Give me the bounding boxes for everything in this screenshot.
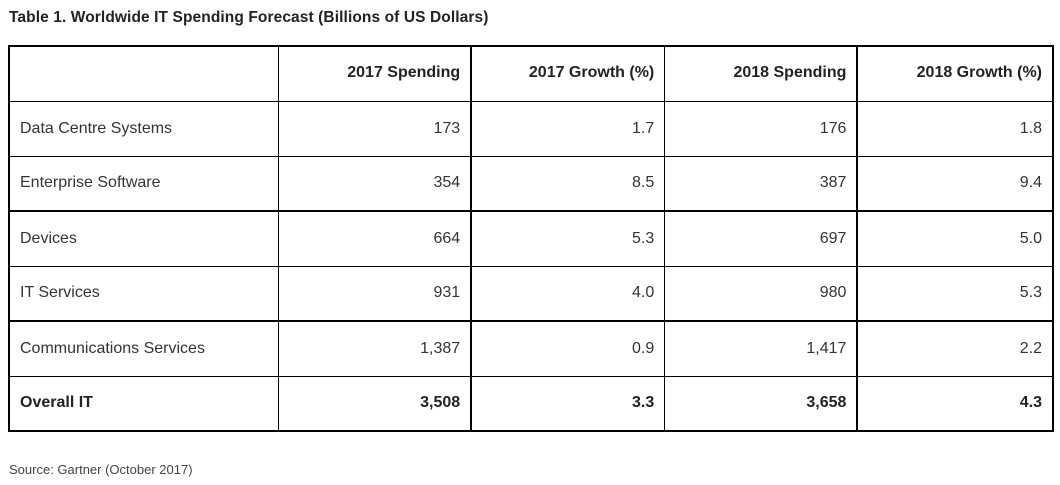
table-row: Devices 664 5.3 697 5.0 (8, 210, 1054, 267)
table-row: Communications Services 1,387 0.9 1,417 … (8, 320, 1054, 377)
cell-2017-growth: 1.7 (470, 100, 666, 157)
row-label: Enterprise Software (8, 155, 280, 212)
table-row: Enterprise Software 354 8.5 387 9.4 (8, 155, 1054, 212)
row-label: IT Services (8, 265, 280, 322)
cell-2018-growth: 5.0 (856, 210, 1054, 267)
table-row: Data Centre Systems 173 1.7 176 1.8 (8, 100, 1054, 157)
header-cell-2018-spending: 2018 Spending (664, 45, 858, 102)
cell-2017-spending: 664 (278, 210, 472, 267)
cell-2017-growth: 4.0 (470, 265, 666, 322)
header-cell-category (8, 45, 280, 102)
cell-2017-growth: 8.5 (470, 155, 666, 212)
cell-2017-spending: 173 (278, 100, 472, 157)
cell-2018-growth: 4.3 (856, 375, 1054, 432)
header-cell-2017-growth: 2017 Growth (%) (470, 45, 666, 102)
cell-2018-growth: 5.3 (856, 265, 1054, 322)
row-label: Overall IT (8, 375, 280, 432)
cell-2018-growth: 2.2 (856, 320, 1054, 377)
cell-2018-spending: 387 (664, 155, 858, 212)
header-cell-2018-growth: 2018 Growth (%) (856, 45, 1054, 102)
cell-2017-spending: 1,387 (278, 320, 472, 377)
row-label: Communications Services (8, 320, 280, 377)
cell-2017-spending: 3,508 (278, 375, 472, 432)
cell-2018-spending: 176 (664, 100, 858, 157)
row-label: Devices (8, 210, 280, 267)
table-row: IT Services 931 4.0 980 5.3 (8, 265, 1054, 322)
row-label: Data Centre Systems (8, 100, 280, 157)
header-cell-2017-spending: 2017 Spending (278, 45, 472, 102)
cell-2018-spending: 980 (664, 265, 858, 322)
cell-2018-spending: 1,417 (664, 320, 858, 377)
source-note: Source: Gartner (October 2017) (9, 462, 193, 477)
cell-2018-spending: 3,658 (664, 375, 858, 432)
header-row: 2017 Spending 2017 Growth (%) 2018 Spend… (8, 45, 1054, 102)
cell-2017-growth: 3.3 (470, 375, 666, 432)
cell-2017-spending: 931 (278, 265, 472, 322)
table-title: Table 1. Worldwide IT Spending Forecast … (9, 9, 489, 26)
cell-2017-growth: 5.3 (470, 210, 666, 267)
cell-2017-growth: 0.9 (470, 320, 666, 377)
cell-2018-growth: 1.8 (856, 100, 1054, 157)
cell-2018-spending: 697 (664, 210, 858, 267)
cell-2017-spending: 354 (278, 155, 472, 212)
total-row: Overall IT 3,508 3.3 3,658 4.3 (8, 375, 1054, 432)
cell-2018-growth: 9.4 (856, 155, 1054, 212)
spending-forecast-table: 2017 Spending 2017 Growth (%) 2018 Spend… (8, 45, 1054, 432)
